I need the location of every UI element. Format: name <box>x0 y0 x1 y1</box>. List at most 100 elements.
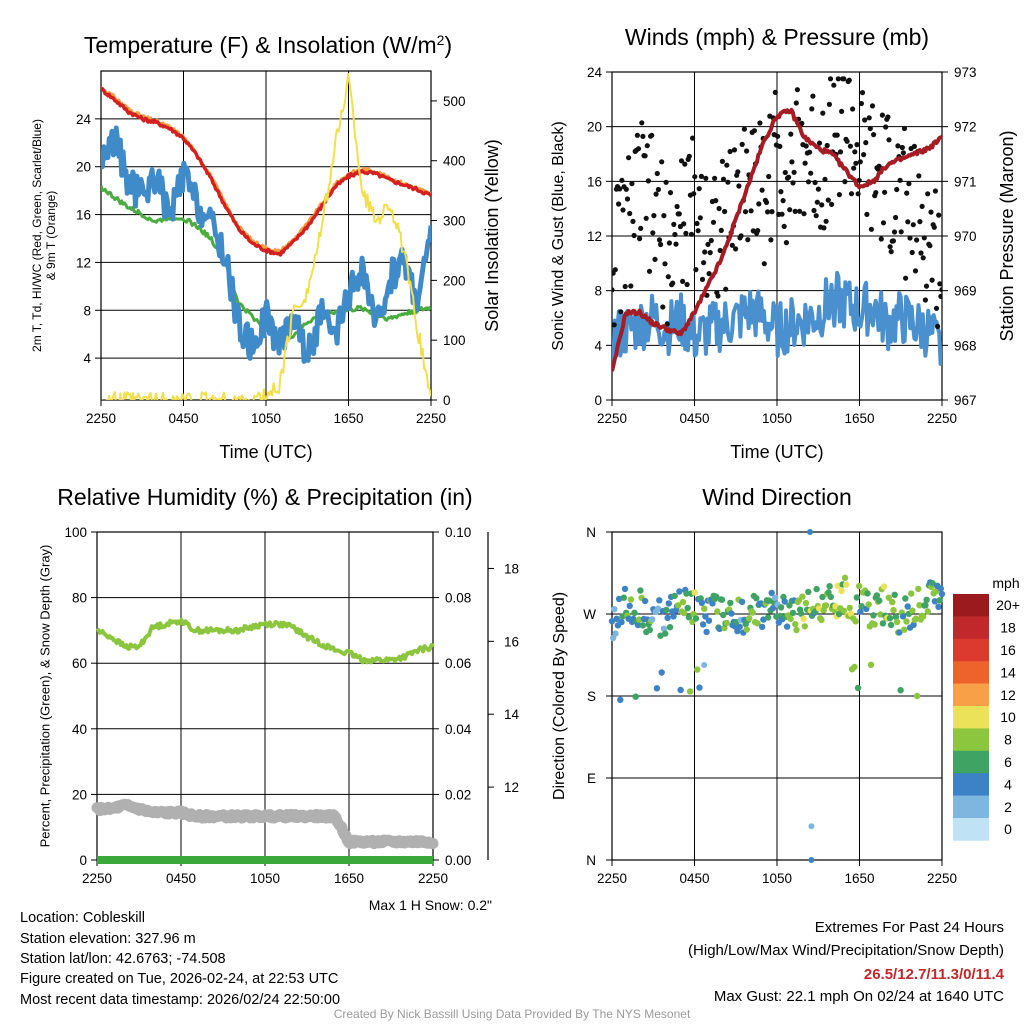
direction-point <box>631 609 638 616</box>
gust-point <box>748 208 754 214</box>
gust-point <box>710 219 717 225</box>
direction-point <box>665 600 672 607</box>
direction-point <box>608 618 616 625</box>
gust-point <box>917 219 923 225</box>
direction-point <box>889 598 896 606</box>
gust-point <box>618 309 624 315</box>
gust-point <box>916 173 922 179</box>
direction-point <box>738 598 746 606</box>
y-tick-label-right: 400 <box>443 154 466 169</box>
gust-point <box>879 112 886 118</box>
direction-point <box>681 609 688 617</box>
gust-point <box>780 198 786 204</box>
series-solar-insolation <box>101 72 431 400</box>
gust-point <box>895 143 901 149</box>
direction-point <box>813 585 820 593</box>
gust-point <box>783 240 790 246</box>
gust-point <box>862 117 868 123</box>
chart-title: Wind Direction <box>702 484 852 510</box>
direction-point <box>764 614 772 621</box>
gust-point <box>643 215 649 221</box>
gust-point <box>763 199 770 205</box>
gust-point <box>779 211 785 217</box>
colorbar-label: 14 <box>1000 664 1016 680</box>
x-tick-label: 2250 <box>597 411 627 426</box>
colorbar-swatch-2 <box>953 638 989 662</box>
gust-point <box>816 140 823 146</box>
gust-point <box>631 232 637 239</box>
direction-point <box>847 610 855 617</box>
direction-point <box>899 613 907 620</box>
colorbar-swatch-10 <box>953 818 989 841</box>
gust-point <box>890 238 897 244</box>
gust-point <box>898 229 904 235</box>
gust-point <box>696 186 702 192</box>
x-tick-label: 0450 <box>679 411 709 426</box>
direction-point <box>683 590 690 597</box>
y-tick-label-right: 969 <box>954 284 977 299</box>
gust-point <box>834 132 840 138</box>
direction-point <box>705 617 713 624</box>
gust-point <box>660 304 666 310</box>
gust-point <box>766 173 772 180</box>
direction-point <box>854 684 862 692</box>
gust-point <box>628 283 634 289</box>
gust-point <box>761 261 767 267</box>
gust-point <box>788 131 794 137</box>
gust-point <box>894 186 900 193</box>
gust-point <box>819 202 825 208</box>
gust-point <box>919 203 925 209</box>
gust-point <box>927 243 933 249</box>
gust-point <box>705 241 711 247</box>
gust-point <box>676 211 682 217</box>
x-tick-label: 1650 <box>334 871 364 886</box>
gust-point <box>812 179 818 186</box>
direction-point <box>670 613 677 620</box>
y-axis-title-right: Solar Insolation (Yellow) <box>482 139 502 331</box>
direction-point <box>871 621 878 628</box>
gust-point <box>707 250 713 256</box>
gust-point <box>928 209 934 215</box>
x-tick-label: 1050 <box>762 411 792 426</box>
gust-point <box>640 133 646 139</box>
gust-point <box>666 240 673 246</box>
gust-point <box>720 176 727 182</box>
y-tick-label-left: 4 <box>83 351 91 366</box>
gust-point <box>691 191 697 197</box>
y-tick-label-right: 968 <box>954 338 977 353</box>
x-axis-title: Time (UTC) <box>730 442 823 462</box>
gust-point <box>826 101 833 107</box>
direction-point <box>876 597 883 604</box>
direction-point <box>903 618 910 625</box>
gust-point <box>847 143 854 149</box>
y-tick-label-right: 972 <box>954 120 977 135</box>
direction-point <box>691 589 698 596</box>
direction-point <box>893 618 901 626</box>
gust-point <box>935 323 941 329</box>
direction-point <box>922 602 929 609</box>
direction-point <box>887 621 895 629</box>
y-tick-label-direction: S <box>587 689 596 704</box>
y-tick-label-right: 300 <box>443 214 466 229</box>
gust-point <box>786 174 792 180</box>
colorbar-swatch-1 <box>953 616 989 640</box>
direction-point <box>857 608 864 615</box>
y-tick-label-left: 60 <box>72 656 87 671</box>
x-tick-label: 2250 <box>927 411 957 426</box>
direction-point <box>723 619 730 627</box>
x-tick-label: 1050 <box>250 871 280 886</box>
gust-point <box>805 179 812 185</box>
gust-point <box>697 215 703 221</box>
snow-tick-label: 16 <box>504 634 519 649</box>
gust-point <box>667 190 674 196</box>
station-latlon: Station lat/lon: 42.6763; -74.508 <box>20 951 226 967</box>
gust-point <box>891 229 898 235</box>
extremes-values: 26.5/12.7/11.3/0/11.4 <box>863 966 1004 983</box>
direction-point <box>639 622 646 629</box>
direction-point <box>846 604 853 612</box>
gust-point <box>815 186 822 192</box>
gust-point <box>723 286 729 292</box>
gust-point <box>656 237 663 243</box>
gust-point <box>768 237 774 243</box>
